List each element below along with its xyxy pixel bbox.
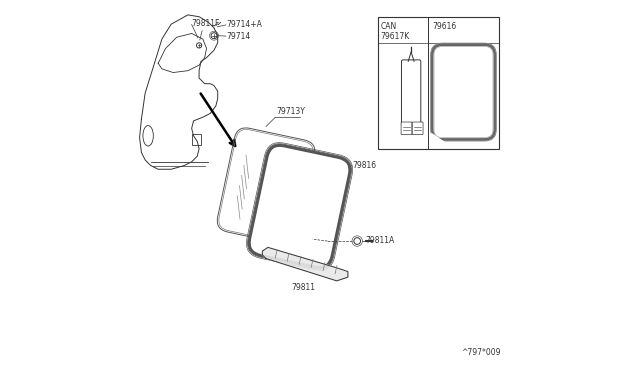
Text: 79811F: 79811F	[191, 19, 220, 28]
FancyBboxPatch shape	[250, 145, 349, 267]
Bar	[378, 17, 499, 149]
Text: 79811: 79811	[291, 283, 316, 292]
FancyBboxPatch shape	[401, 60, 421, 126]
Text: 79816: 79816	[353, 161, 377, 170]
Text: 79714+A: 79714+A	[227, 20, 262, 29]
Polygon shape	[262, 247, 348, 281]
Text: 79616: 79616	[432, 22, 456, 31]
Circle shape	[196, 43, 202, 48]
FancyBboxPatch shape	[217, 128, 315, 244]
Circle shape	[354, 238, 360, 244]
Text: CAN: CAN	[381, 22, 397, 31]
Text: 79714: 79714	[227, 32, 250, 41]
Text: 79811A: 79811A	[365, 236, 395, 245]
Circle shape	[211, 33, 217, 39]
Text: 79617K: 79617K	[381, 32, 410, 41]
Text: ^797*009: ^797*009	[461, 348, 500, 357]
Text: 79713Y: 79713Y	[276, 108, 305, 116]
FancyBboxPatch shape	[412, 122, 423, 135]
FancyBboxPatch shape	[401, 122, 412, 135]
